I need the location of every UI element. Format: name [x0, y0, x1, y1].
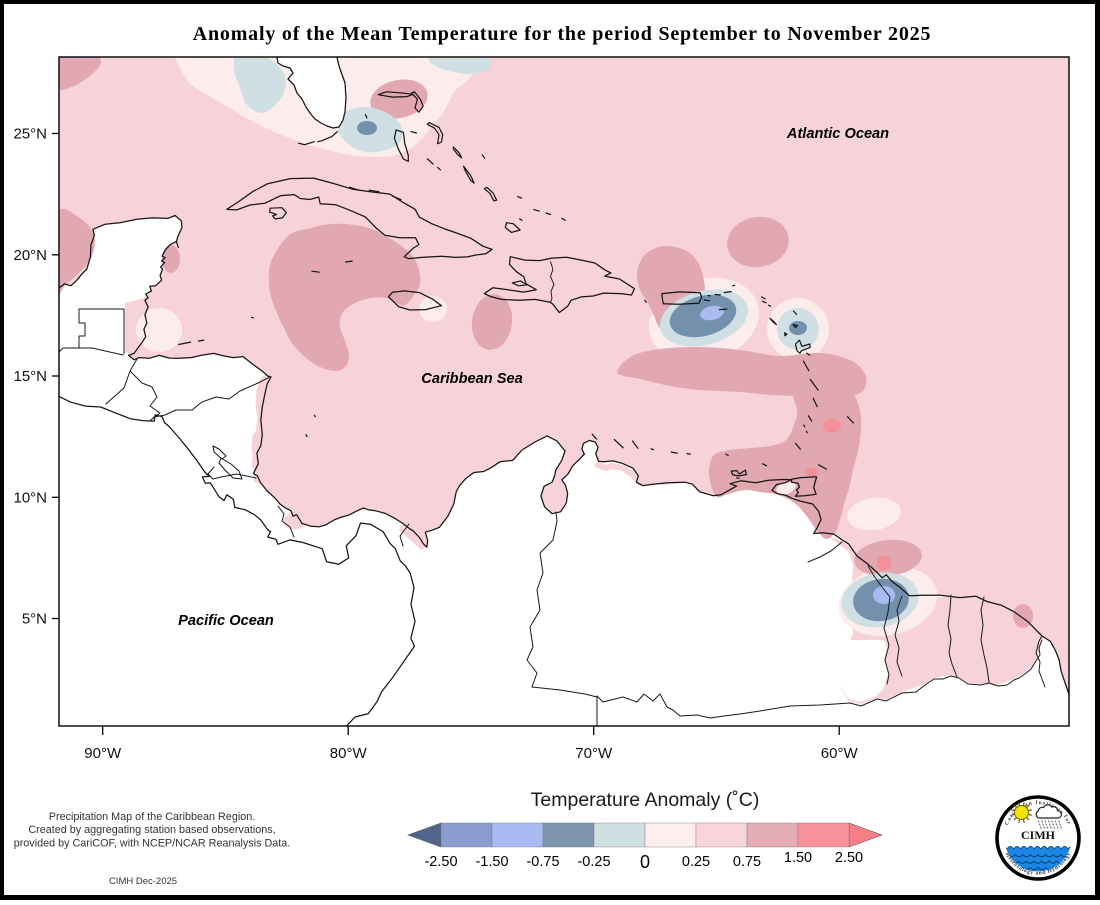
svg-text:Caribbean Sea: Caribbean Sea	[421, 371, 522, 387]
svg-text:Created by aggregating station: Created by aggregating station based obs…	[28, 824, 275, 836]
svg-text:0.25: 0.25	[682, 854, 710, 870]
svg-text:0.75: 0.75	[733, 854, 761, 870]
svg-text:Temperature Anomaly (˚C): Temperature Anomaly (˚C)	[531, 789, 760, 811]
svg-text:5°N: 5°N	[22, 611, 47, 628]
svg-text:-0.25: -0.25	[577, 854, 610, 870]
svg-text:-1.50: -1.50	[475, 854, 508, 870]
svg-text:Anomaly of the Mean Temperatur: Anomaly of the Mean Temperature for the …	[193, 23, 932, 45]
svg-text:CIMH Dec-2025: CIMH Dec-2025	[109, 876, 177, 887]
svg-text:Precipitation Map of the Carib: Precipitation Map of the Caribbean Regio…	[49, 811, 255, 823]
svg-text:2.50: 2.50	[835, 850, 863, 866]
svg-text:-2.50: -2.50	[424, 854, 457, 870]
svg-text:CIMH: CIMH	[1021, 828, 1056, 842]
svg-text:90°W: 90°W	[84, 745, 122, 762]
svg-text:1.50: 1.50	[784, 850, 812, 866]
svg-text:25°N: 25°N	[13, 126, 47, 143]
svg-text:20°N: 20°N	[13, 247, 47, 264]
svg-text:80°W: 80°W	[330, 745, 368, 762]
svg-text:70°W: 70°W	[575, 745, 613, 762]
svg-text:15°N: 15°N	[13, 368, 47, 385]
svg-text:Pacific Ocean: Pacific Ocean	[178, 613, 274, 629]
svg-text:-0.75: -0.75	[526, 854, 559, 870]
svg-text:60°W: 60°W	[821, 745, 859, 762]
svg-text:10°N: 10°N	[13, 489, 47, 506]
svg-text:Atlantic Ocean: Atlantic Ocean	[786, 126, 889, 142]
svg-text:0: 0	[640, 852, 650, 872]
svg-text:provided by CariCOF, with NCEP: provided by CariCOF, with NCEP/NCAR Rean…	[14, 837, 291, 849]
